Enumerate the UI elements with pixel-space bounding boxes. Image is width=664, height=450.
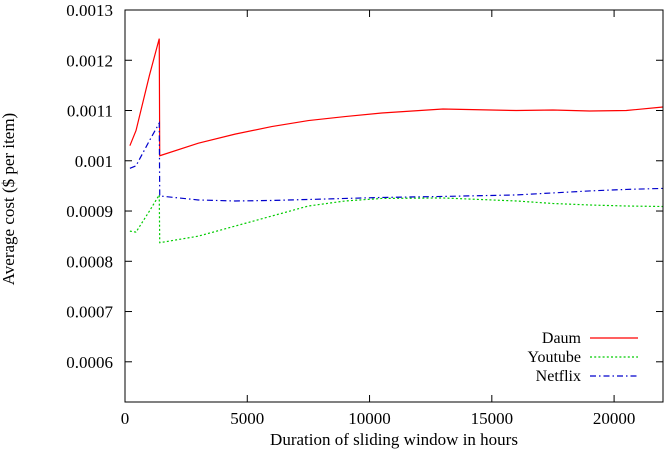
x-tick-label: 0 xyxy=(121,409,130,428)
x-tick-label: 5000 xyxy=(230,409,264,428)
y-tick-label: 0.001 xyxy=(75,152,113,171)
legend-label-netflix: Netflix xyxy=(536,368,581,385)
x-tick-label: 15000 xyxy=(471,409,514,428)
legend: Daum Youtube Netflix xyxy=(528,330,638,385)
y-axis-title: Average cost ($ per item) xyxy=(0,113,18,285)
ticks-layer: 0 5000 10000 15000 20000 0.0006 0.0007 0.0008 0.… xyxy=(66,1,663,428)
legend-label-youtube: Youtube xyxy=(528,349,582,366)
series-line-youtube xyxy=(129,192,664,244)
y-tick-label: 0.0009 xyxy=(66,202,113,221)
x-tick-label: 10000 xyxy=(348,409,391,428)
series-layer xyxy=(129,38,664,244)
y-tick-label: 0.0007 xyxy=(66,303,113,322)
y-tick-label: 0.0012 xyxy=(66,51,113,70)
plot-frame xyxy=(124,9,664,403)
y-tick-label: 0.0011 xyxy=(67,102,113,121)
series-line-netflix xyxy=(129,120,664,202)
legend-label-daum: Daum xyxy=(542,330,582,347)
y-tick-label: 0.0013 xyxy=(66,1,113,20)
y-tick-label: 0.0008 xyxy=(66,252,113,271)
x-axis-title: Duration of sliding window in hours xyxy=(270,430,518,449)
y-tick-label: 0.0006 xyxy=(66,353,113,372)
series-line-daum xyxy=(129,38,664,157)
x-tick-label: 20000 xyxy=(593,409,636,428)
